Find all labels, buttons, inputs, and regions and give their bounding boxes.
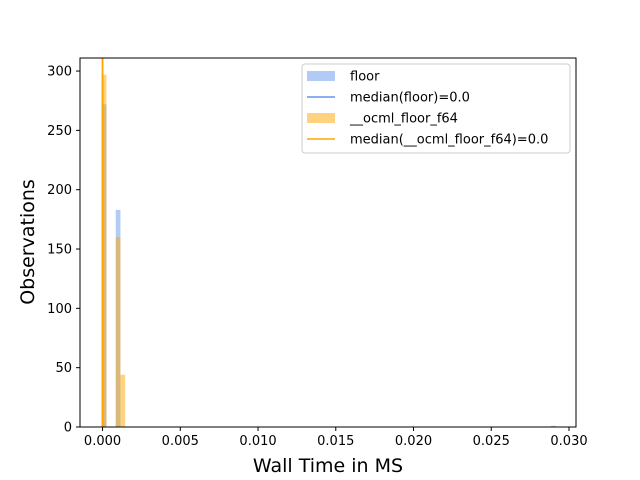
x-tick-label: 0.020 [395,434,432,449]
legend-label-ocml-floor-f64: __ocml_floor_f64 [349,112,458,127]
x-tick-label: 0.010 [239,434,276,449]
x-axis-label: Wall Time in MS [253,455,403,477]
histogram-bar-ocml-floor-f64-2 [120,374,126,427]
y-tick-label: 50 [55,361,72,376]
y-axis-label: Observations [17,179,39,305]
histogram-bars [101,74,556,427]
y-tick-label: 300 [47,65,72,80]
x-tick-label: 0.005 [162,434,199,449]
y-tick-label: 0 [64,421,72,436]
y-axis: 0 50 100 150 200 250 300 [47,65,80,436]
x-tick-label: 0.000 [84,434,121,449]
y-tick-label: 100 [47,302,72,317]
legend-swatch-floor [307,71,335,81]
legend-label-median-ocml-floor-f64-0-0: median(__ocml_floor_f64)=0.0 [350,133,548,148]
legend-swatch-ocml-floor-f64 [307,113,335,123]
x-tick-label: 0.030 [550,434,587,449]
legend-label-floor: floor [350,70,380,85]
x-tick-label: 0.015 [317,434,354,449]
y-tick-label: 250 [47,124,72,139]
histogram-bar-floor-2 [551,425,556,427]
plot-frame [79,57,577,428]
legend-box [301,63,571,154]
histogram-bar-ocml-floor-f64-0 [101,74,107,427]
legend-label-median-floor-0-0: median(floor)=0.0 [350,91,470,106]
x-tick-label: 0.025 [473,434,510,449]
y-tick-label: 200 [47,183,72,198]
legend: floor median(floor)=0.0 __ocml_floor_f64me… [301,63,571,154]
y-tick-label: 150 [47,243,72,258]
x-axis: 0.000 0.005 0.010 0.015 0.020 0.025 0.030 [84,427,588,449]
histogram-bar-ocml-floor-f64-1 [115,237,121,427]
